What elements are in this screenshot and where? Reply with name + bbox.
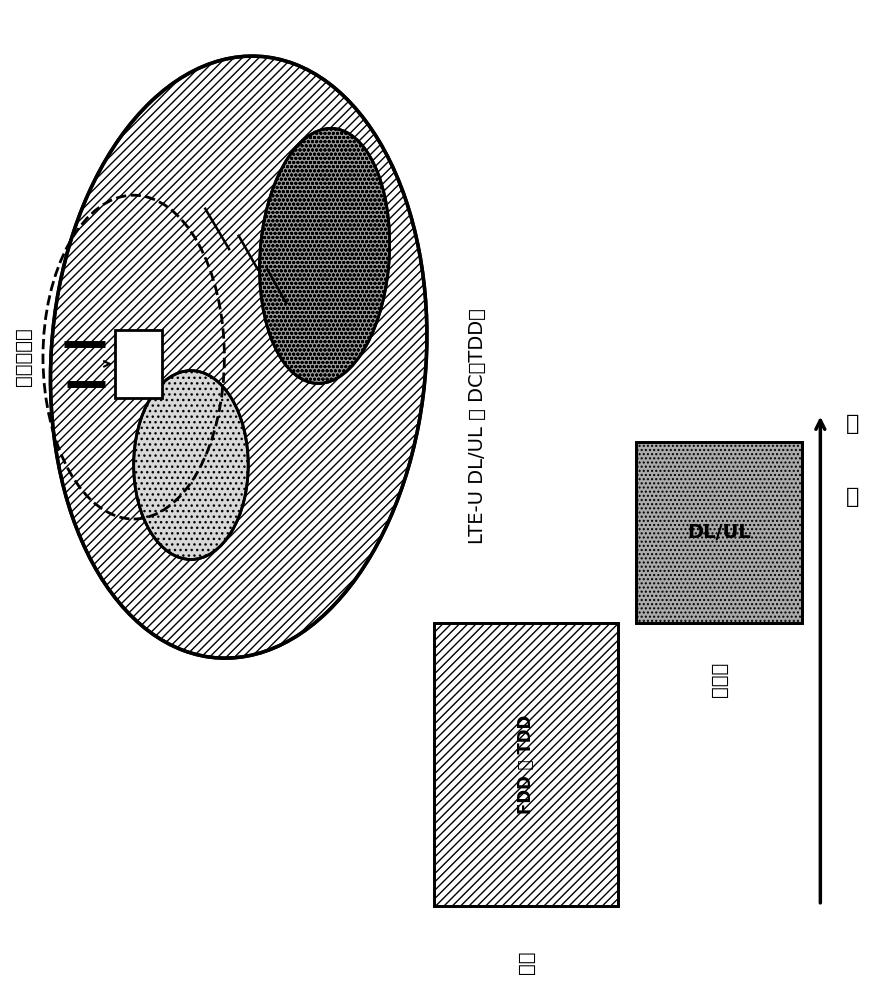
Bar xyxy=(636,442,802,623)
Text: DL/UL: DL/UL xyxy=(688,523,751,542)
Text: 授权: 授权 xyxy=(516,950,536,974)
Ellipse shape xyxy=(260,128,390,384)
Text: 率: 率 xyxy=(846,487,859,507)
Text: 非授权: 非授权 xyxy=(710,662,728,697)
Bar xyxy=(636,442,802,623)
Bar xyxy=(434,623,618,906)
Ellipse shape xyxy=(50,57,427,658)
Bar xyxy=(434,623,618,906)
Ellipse shape xyxy=(133,371,248,559)
Bar xyxy=(115,330,163,398)
Text: LTE-U DL/UL 的 DC（TDD）: LTE-U DL/UL 的 DC（TDD） xyxy=(468,309,487,545)
Text: FDD 或 TDD: FDD 或 TDD xyxy=(517,714,535,814)
Text: 频: 频 xyxy=(846,414,859,434)
Text: 非理想回程: 非理想回程 xyxy=(14,327,34,387)
